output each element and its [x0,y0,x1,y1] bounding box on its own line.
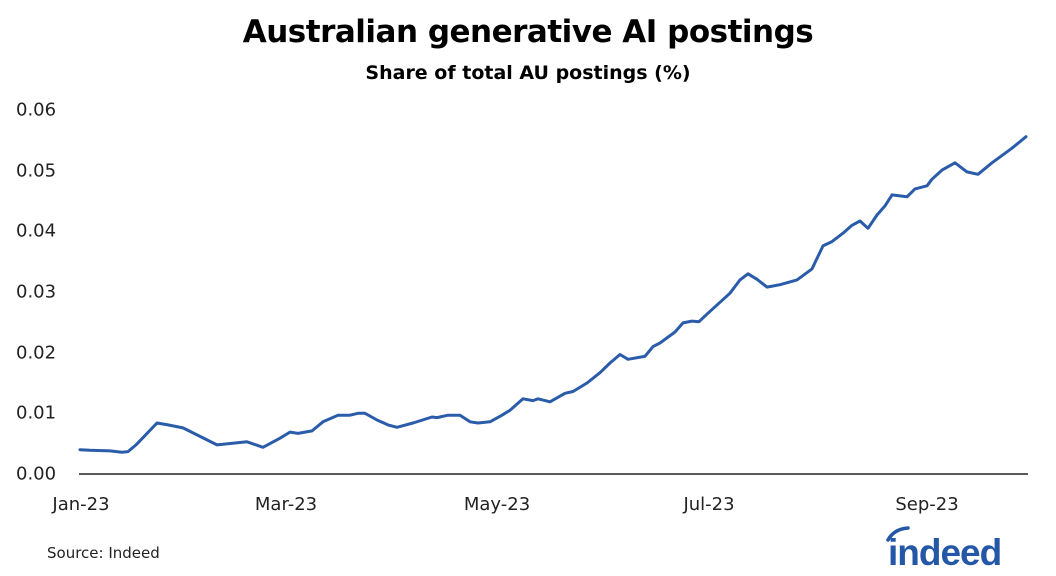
x-tick-label: Mar-23 [254,494,318,515]
data-line [78,135,1028,454]
chart-subtitle: Share of total AU postings (%) [365,62,691,84]
y-tick-label: 0.03 [16,281,57,303]
svg-text:indeed: indeed [888,532,1001,570]
chart-title: Australian generative AI postings [242,14,814,50]
x-tick-label: Jan-23 [52,494,110,515]
y-tick-label: 0.06 [16,99,57,121]
y-tick-label: 0.02 [16,342,57,364]
y-tick-label: 0.05 [16,160,57,182]
source-note: Source: Indeed [47,544,160,562]
x-tick-label: May-23 [463,494,531,515]
x-tick-label: Sep-23 [895,494,959,515]
indeed-logo: indeed [886,526,1002,570]
y-tick-label: 0.00 [16,463,57,485]
x-tick-label: Jul-23 [683,494,735,515]
y-tick-label: 0.01 [16,402,57,424]
y-tick-label: 0.04 [16,220,57,242]
